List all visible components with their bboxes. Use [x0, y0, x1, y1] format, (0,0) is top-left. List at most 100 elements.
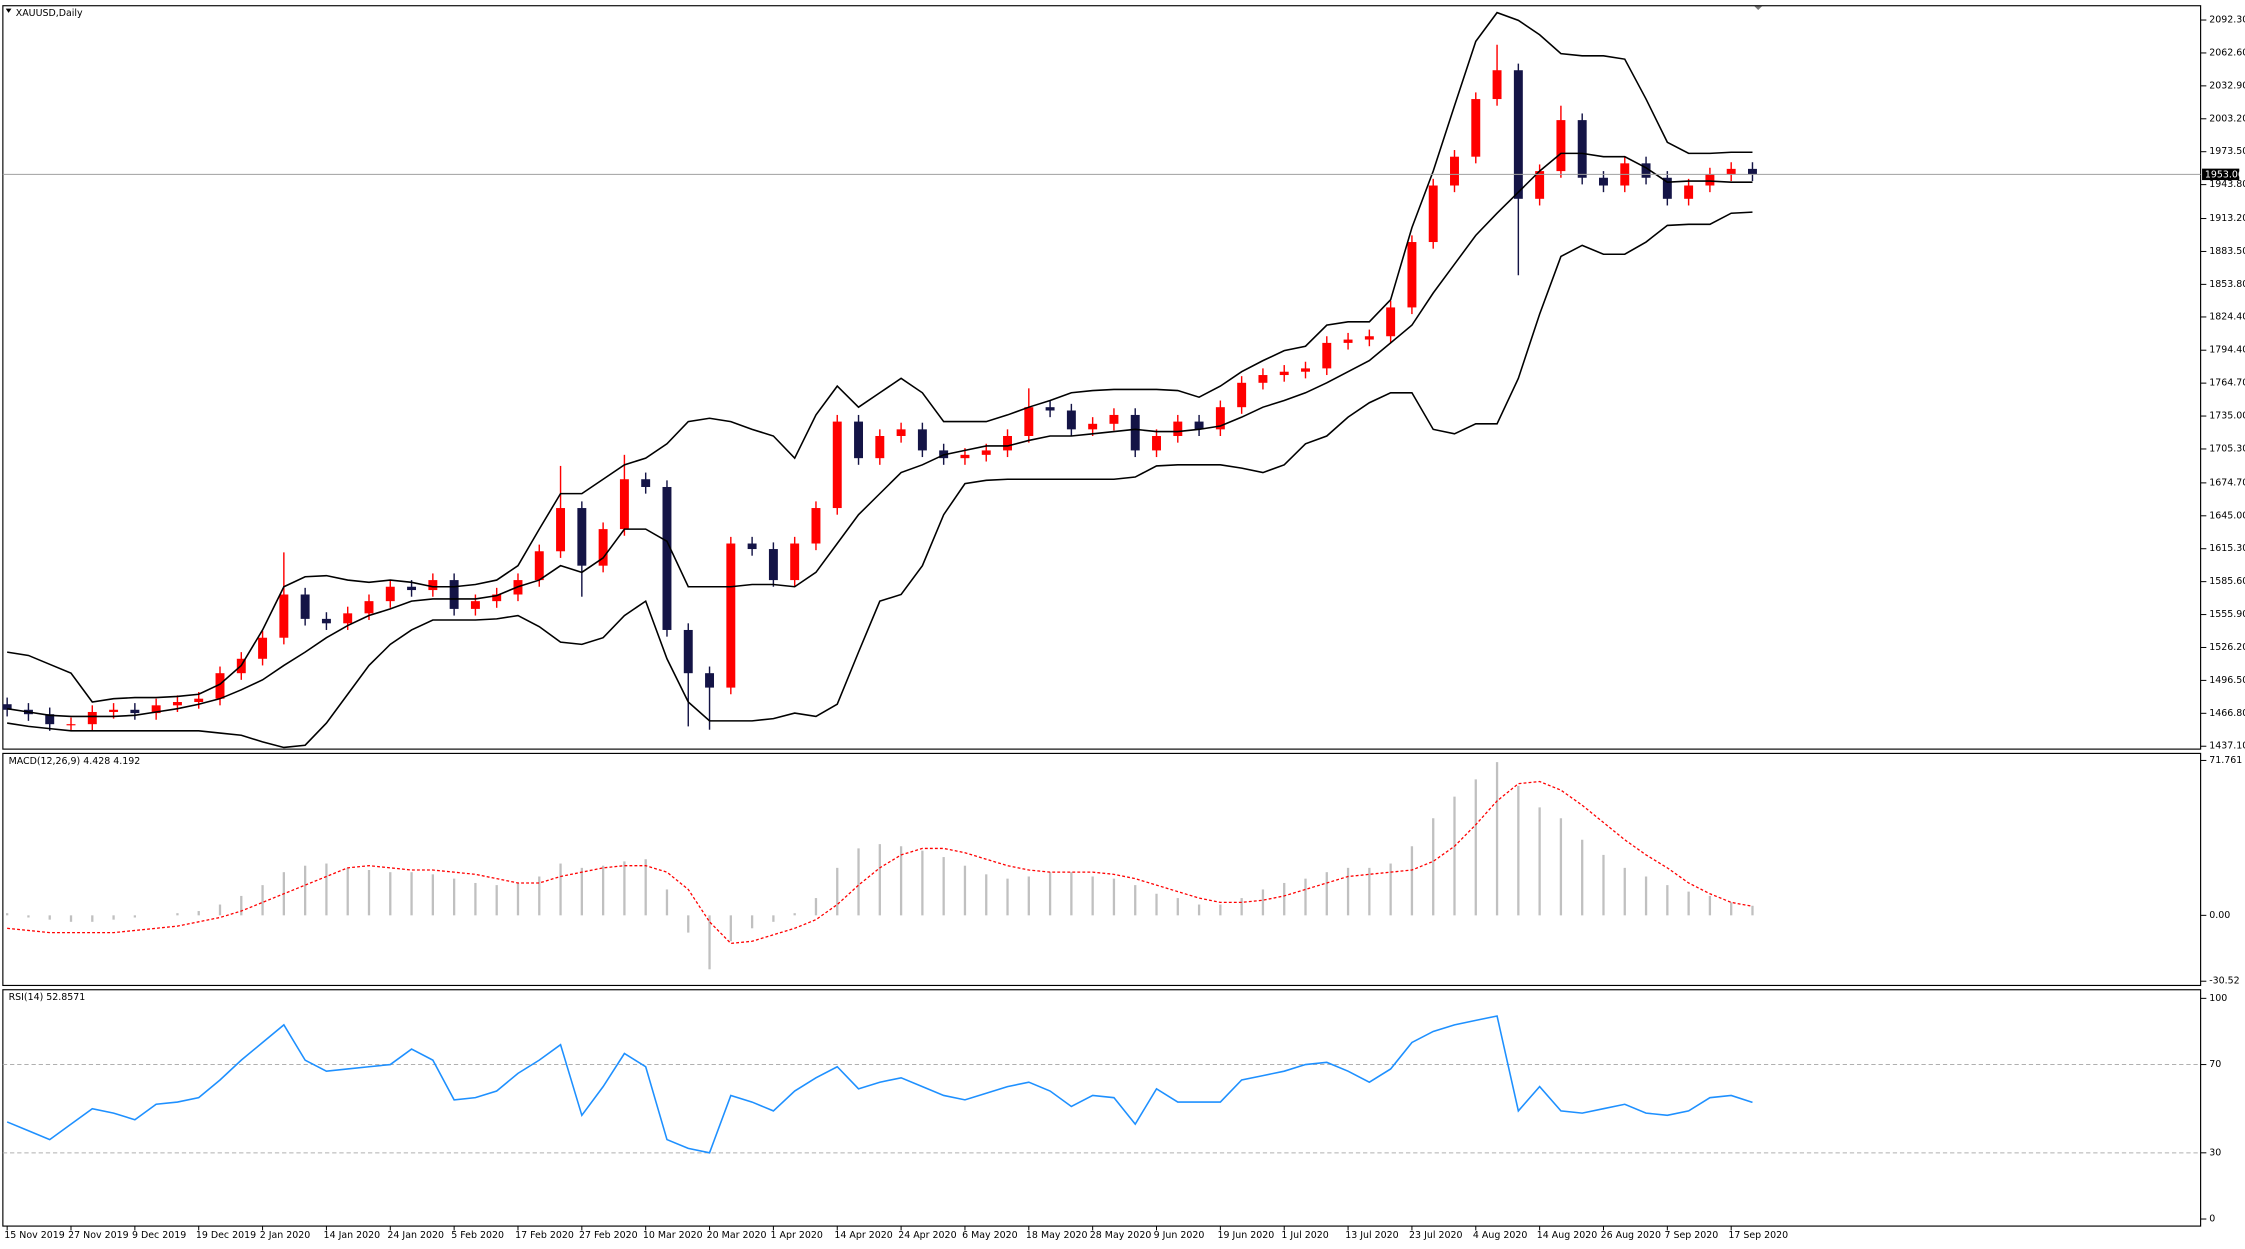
- y-tick-label: 0: [2209, 1214, 2215, 1225]
- y-tick-label: 1496.50: [2209, 675, 2245, 686]
- rsi-line: [6, 1015, 1753, 1154]
- candle-body: [875, 435, 885, 459]
- candle-body: [428, 580, 438, 591]
- candle-body: [1173, 421, 1183, 436]
- x-tick-label: 27 Feb 2020: [579, 1230, 638, 1241]
- x-tick-label: 24 Apr 2020: [898, 1230, 956, 1241]
- y-tick-label: 70: [2209, 1059, 2221, 1070]
- candle-body: [768, 549, 778, 581]
- bollinger-band: [7, 11, 1753, 703]
- candle-body: [1599, 177, 1608, 186]
- x-tick-label: 20 Mar 2020: [707, 1230, 767, 1241]
- candle-body: [1364, 336, 1374, 340]
- candle-body: [321, 618, 331, 624]
- x-tick-label: 9 Dec 2019: [132, 1230, 186, 1241]
- candle-body: [790, 543, 800, 581]
- y-tick-label: 1674.70: [2209, 477, 2245, 488]
- y-tick-label: 1883.50: [2209, 246, 2245, 257]
- y-tick-label: 1973.50: [2209, 146, 2245, 157]
- bollinger-band: [7, 211, 1753, 749]
- x-tick-label: 5 Feb 2020: [451, 1230, 504, 1241]
- x-tick-label: 13 Jul 2020: [1345, 1230, 1398, 1241]
- candle-body: [1705, 174, 1715, 186]
- x-tick-label: 2 Jan 2020: [260, 1230, 311, 1241]
- candle-body: [1130, 414, 1140, 451]
- x-tick-label: 4 Aug 2020: [1473, 1230, 1527, 1241]
- y-tick-label: 1585.60: [2209, 576, 2245, 587]
- candle-body: [1513, 70, 1523, 199]
- candle-body: [641, 479, 651, 487]
- candle-body: [215, 673, 225, 699]
- candle-body: [1450, 156, 1459, 186]
- candle-body: [364, 601, 374, 614]
- candle-body: [1748, 168, 1757, 175]
- candle-body: [1237, 382, 1247, 408]
- candle-body: [1194, 421, 1204, 430]
- candle-body: [896, 429, 906, 436]
- x-tick-label: 1 Jul 2020: [1281, 1230, 1328, 1241]
- candle-body: [109, 709, 119, 712]
- candle-body: [981, 450, 991, 455]
- candle-body: [407, 586, 417, 591]
- candle-body: [1003, 435, 1012, 451]
- candle-body: [449, 580, 459, 609]
- y-tick-label: 1824.40: [2209, 311, 2245, 322]
- candle-body: [556, 508, 566, 552]
- candle-body: [1386, 307, 1396, 337]
- candle-body: [747, 543, 757, 550]
- candle-body: [1726, 168, 1736, 175]
- panel-frame: [2, 752, 2202, 987]
- y-tick-label: 1645.00: [2209, 510, 2245, 521]
- candle-body: [1343, 339, 1353, 343]
- x-tick-label: 24 Jan 2020: [387, 1230, 444, 1241]
- shift-marker: [1753, 5, 1763, 11]
- current-price-box: [2202, 168, 2240, 181]
- y-tick-label: 1705.30: [2209, 443, 2245, 454]
- candle-body: [811, 508, 821, 544]
- x-tick-label: 15 Nov 2019: [4, 1230, 64, 1241]
- candle-body: [726, 543, 736, 688]
- y-tick-label: 1526.20: [2209, 642, 2245, 653]
- candle-body: [470, 601, 480, 609]
- candle-body: [854, 421, 864, 459]
- x-tick-label: 17 Sep 2020: [1728, 1230, 1788, 1241]
- y-tick-label: -30.52: [2209, 976, 2239, 987]
- x-tick-label: 27 Nov 2019: [68, 1230, 128, 1241]
- candle-body: [619, 479, 629, 530]
- bollinger-band: [7, 152, 1753, 718]
- candle-body: [45, 714, 55, 725]
- candle-body: [2, 704, 12, 710]
- panel-title: MACD(12,26,9) 4.428 4.192: [9, 756, 141, 767]
- candle-body: [87, 711, 97, 725]
- candle-body: [534, 551, 544, 581]
- candle-body: [917, 429, 927, 451]
- menu-arrow[interactable]: [5, 8, 12, 13]
- candle-body: [1088, 423, 1098, 430]
- candle-body: [130, 709, 140, 714]
- candle-body: [279, 594, 289, 638]
- x-tick-label: 28 May 2020: [1090, 1230, 1152, 1241]
- panel-frame: [2, 989, 2202, 1227]
- candle-body: [258, 637, 268, 659]
- candle-body: [1322, 342, 1332, 369]
- candle-body: [1258, 375, 1268, 383]
- x-tick-label: 17 Feb 2020: [515, 1230, 574, 1241]
- panel-title: XAUUSD,Daily: [16, 8, 83, 19]
- candle-body: [1045, 407, 1055, 411]
- candle-body: [151, 705, 161, 714]
- x-tick-label: 19 Jun 2020: [1218, 1230, 1275, 1241]
- y-tick-label: 0.00: [2209, 910, 2230, 921]
- candle-body: [194, 698, 204, 703]
- candle-body: [1109, 414, 1119, 424]
- candle-body: [1684, 185, 1694, 199]
- candle-body: [1641, 163, 1651, 178]
- y-tick-label: 1764.70: [2209, 378, 2245, 389]
- y-tick-label: 1555.90: [2209, 609, 2245, 620]
- candle-body: [577, 508, 587, 566]
- candle-body: [300, 594, 310, 619]
- x-tick-label: 1 Apr 2020: [771, 1230, 823, 1241]
- candle-body: [1577, 120, 1587, 178]
